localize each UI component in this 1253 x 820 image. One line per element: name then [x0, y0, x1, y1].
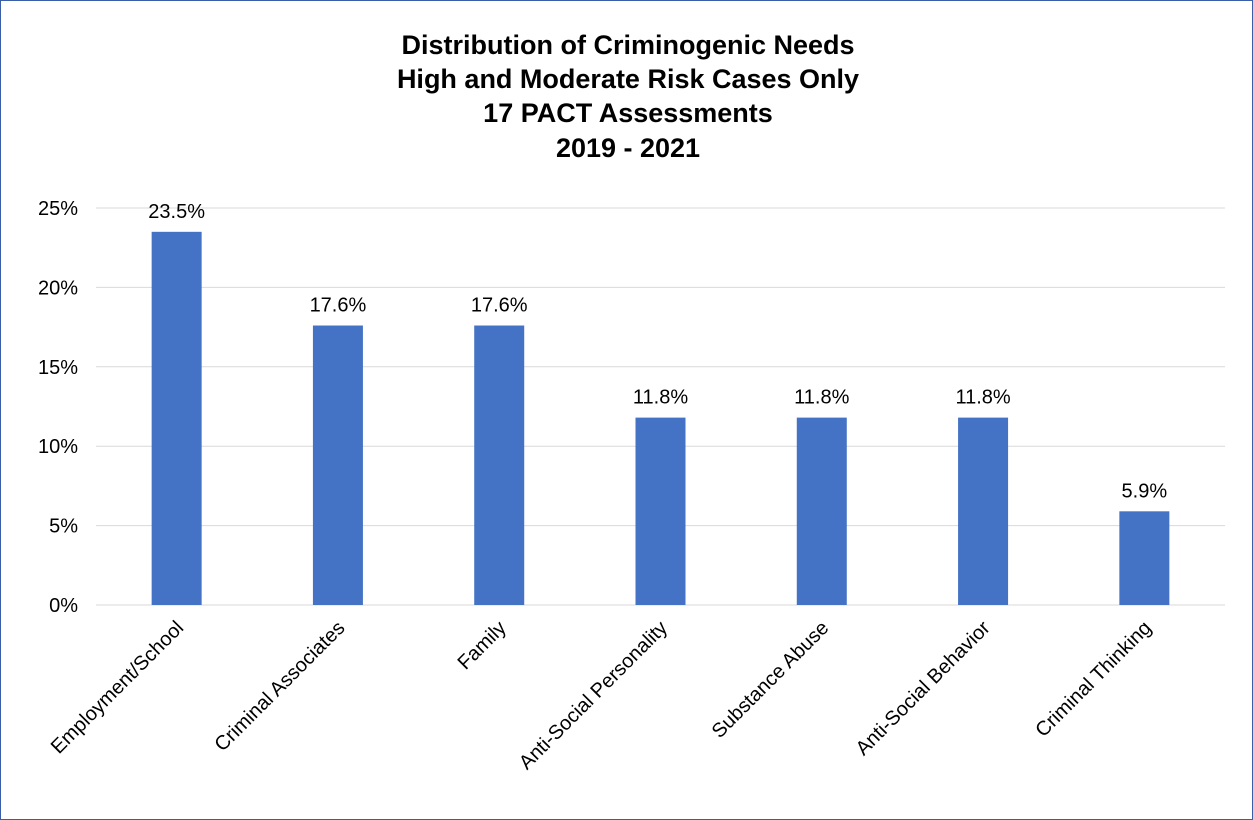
x-axis-categories: Employment/School Criminal Associates Fami…	[47, 617, 1156, 774]
y-axis-ticks: 0% 5% 10% 15% 20% 25%	[38, 198, 78, 617]
bar-criminal-associates	[312, 325, 363, 605]
y-tick-label: 0%	[49, 595, 78, 617]
data-label: 23.5%	[148, 201, 205, 223]
category-label: Criminal Thinking	[1031, 617, 1156, 742]
category-label: Anti-Social Personality	[515, 617, 672, 774]
chart-title-line-1: Distribution of Criminogenic Needs	[401, 30, 854, 60]
chart-title-line-3: 17 PACT Assessments	[483, 98, 773, 128]
bar-employment-school	[151, 231, 202, 605]
data-label: 17.6%	[310, 295, 367, 317]
gridlines	[96, 207, 1225, 606]
chart-title-line-2: High and Moderate Risk Cases Only	[397, 64, 859, 94]
bar-substance-abuse	[796, 417, 847, 605]
y-tick-label: 25%	[38, 198, 78, 220]
category-label: Substance Abuse	[708, 617, 834, 743]
y-tick-label: 10%	[38, 436, 78, 458]
chart-title: Distribution of Criminogenic Needs High a…	[397, 30, 859, 163]
bar-family	[474, 325, 525, 605]
bar-anti-social-personality	[635, 417, 686, 605]
category-label: Criminal Associates	[211, 617, 350, 756]
chart-title-line-4: 2019 - 2021	[556, 133, 700, 163]
y-tick-label: 5%	[49, 516, 78, 538]
bar-criminal-thinking	[1119, 511, 1170, 605]
data-label: 11.8%	[794, 387, 849, 409]
data-label: 11.8%	[955, 387, 1010, 409]
category-label: Family	[454, 617, 511, 674]
data-label: 17.6%	[471, 295, 528, 317]
bars	[151, 231, 1170, 605]
y-tick-label: 15%	[38, 357, 78, 379]
category-label: Employment/School	[47, 617, 188, 758]
data-labels: 23.5% 17.6% 17.6% 11.8% 11.8% 11.8% 5.9%	[148, 201, 1167, 502]
category-label: Anti-Social Behavior	[852, 617, 995, 760]
bar-anti-social-behavior	[958, 417, 1009, 605]
data-label: 5.9%	[1122, 480, 1168, 502]
data-label: 11.8%	[633, 387, 688, 409]
y-tick-label: 20%	[38, 277, 78, 299]
